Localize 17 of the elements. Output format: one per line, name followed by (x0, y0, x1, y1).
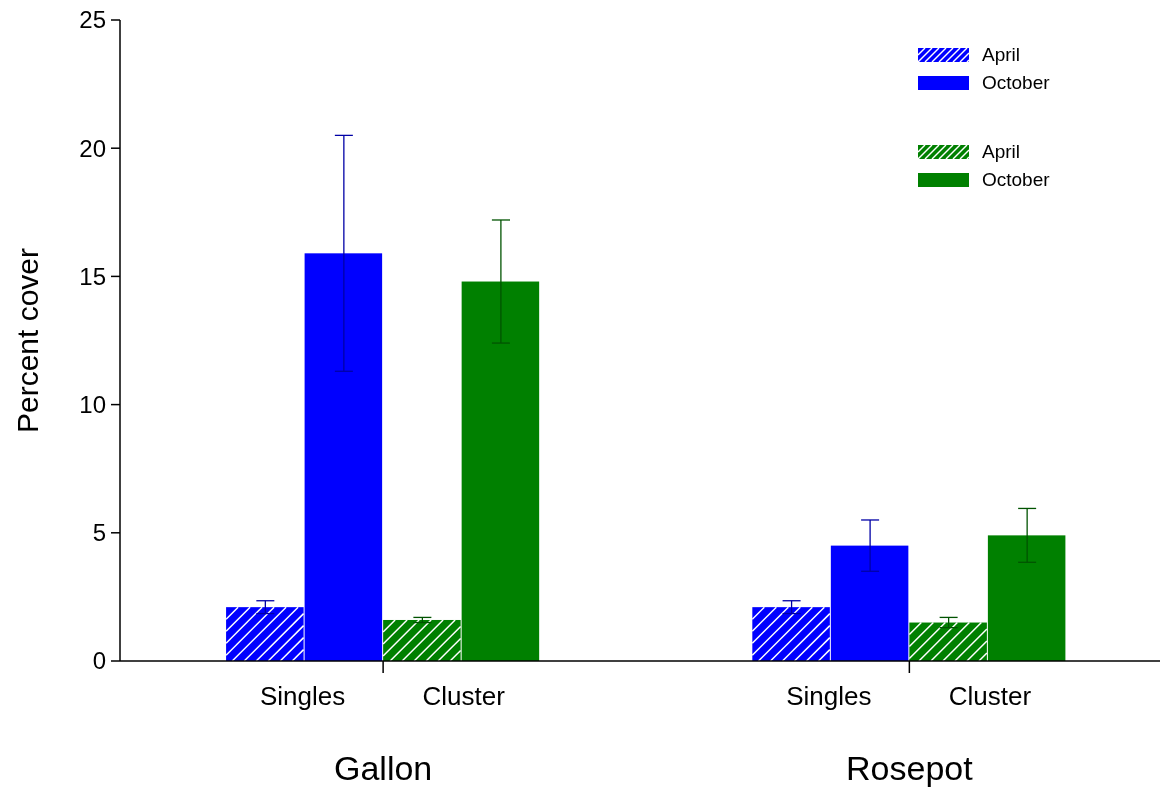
y-tick-label: 5 (92, 519, 106, 547)
y-tick-label: 15 (79, 262, 106, 290)
legend-label: April (982, 141, 1021, 162)
text: Rosepot (846, 749, 974, 787)
text: Gallon (333, 749, 433, 787)
y-tick-label: 0 (92, 647, 106, 675)
x-tick-label: Cluster (422, 681, 506, 711)
y-tick-label: 20 (79, 134, 106, 162)
x-tick-label: Cluster (948, 681, 1032, 711)
x-tick-label: Singles (786, 681, 872, 711)
legend-label: April (982, 44, 1021, 65)
y-tick-label: 10 (79, 391, 106, 418)
y-axis-title: Percent cover (11, 247, 44, 434)
x-tick-label: Singles (259, 681, 346, 711)
y-tick-label: 25 (79, 6, 106, 34)
legend-label: October (982, 169, 1051, 190)
legend-label: October (982, 72, 1051, 93)
